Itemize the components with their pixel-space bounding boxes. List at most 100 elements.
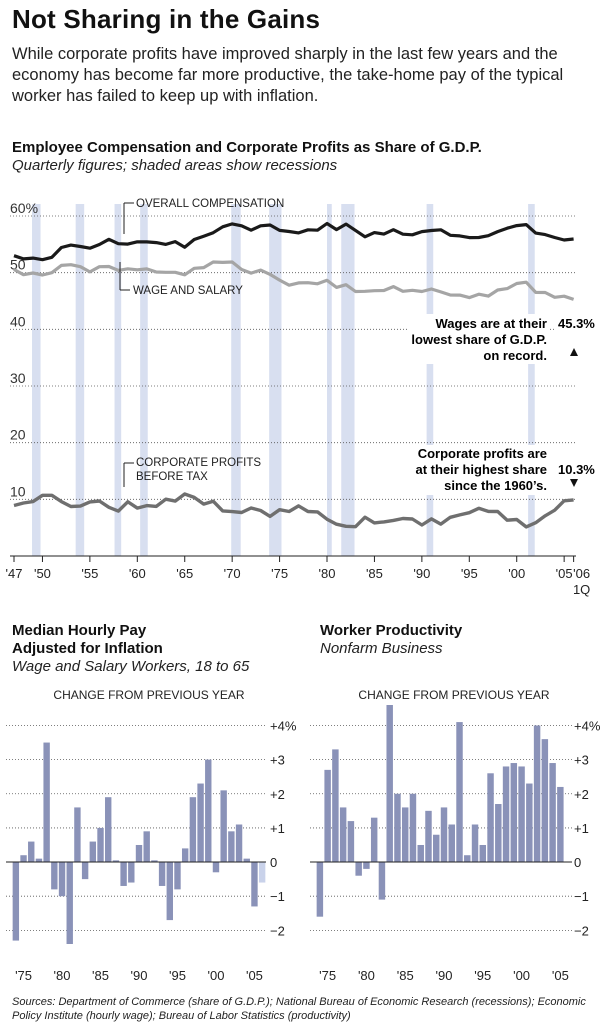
profits-arrow-down-icon bbox=[570, 479, 578, 487]
bar bbox=[174, 862, 181, 890]
bar bbox=[143, 831, 150, 863]
recession-band bbox=[269, 204, 282, 556]
profits-note-line3: since the 1960’s. bbox=[444, 478, 547, 493]
corporate-profits-label-line1: CORPORATE PROFITS bbox=[136, 457, 261, 469]
corporate-profits-label-line2: BEFORE TAX bbox=[136, 471, 208, 483]
x-tick-label: '95 bbox=[474, 968, 491, 983]
bar bbox=[417, 844, 424, 863]
x-tick-label: '00 bbox=[513, 968, 530, 983]
recession-band bbox=[231, 204, 241, 556]
recession-band bbox=[528, 204, 535, 556]
x-tick-label: '05 bbox=[552, 968, 569, 983]
bar bbox=[251, 862, 258, 907]
y-tick-label: 0 bbox=[574, 855, 581, 870]
series-line-wage-and-salary bbox=[13, 260, 575, 301]
x-tick-label: '95 bbox=[461, 566, 478, 581]
bar bbox=[549, 763, 556, 863]
x-tick-label: '90 bbox=[131, 968, 148, 983]
bar bbox=[464, 855, 471, 863]
y-tick-label: 50 bbox=[10, 257, 26, 273]
recession-band bbox=[140, 204, 148, 556]
y-tick-label: −1 bbox=[574, 889, 589, 904]
bar bbox=[386, 705, 393, 863]
bar bbox=[74, 807, 81, 863]
chart-header: CHANGE FROM PREVIOUS YEAR bbox=[53, 688, 244, 702]
bar bbox=[557, 786, 564, 863]
x-tick-label: '85 bbox=[366, 566, 383, 581]
pay-chart-title-line2: Adjusted for Inflation bbox=[12, 640, 163, 657]
x-tick-label: '00 bbox=[207, 968, 224, 983]
wages-note-line1: Wages are at their bbox=[435, 316, 547, 331]
bar bbox=[228, 831, 235, 863]
main-chart-title: Employee Compensation and Corporate Prof… bbox=[12, 139, 482, 156]
y-tick-label: 60% bbox=[10, 200, 38, 216]
bar bbox=[502, 766, 510, 863]
bar bbox=[324, 769, 331, 863]
bar bbox=[112, 860, 120, 863]
bar bbox=[510, 763, 518, 863]
x-tick-label: '85 bbox=[92, 968, 109, 983]
y-tick-label: 40 bbox=[10, 313, 26, 329]
y-tick-label: 10 bbox=[10, 483, 26, 499]
main-chart-subtitle: Quarterly figures; shaded areas show rec… bbox=[12, 157, 338, 174]
bar bbox=[12, 862, 20, 941]
bar bbox=[378, 862, 386, 900]
bar bbox=[487, 773, 494, 863]
y-tick-label: −1 bbox=[270, 889, 285, 904]
profits-note-line1: Corporate profits are bbox=[418, 446, 547, 461]
x-tick-label: '70 bbox=[224, 566, 241, 581]
productivity-chart-subtitle: Nonfarm Business bbox=[320, 640, 443, 657]
page-title: Not Sharing in the Gains bbox=[12, 4, 321, 34]
x-tick-label: '85 bbox=[397, 968, 414, 983]
bar bbox=[394, 793, 401, 863]
bar bbox=[363, 862, 370, 869]
x-tick-label: '95 bbox=[169, 968, 186, 983]
wages-note-line2: lowest share of G.D.P. bbox=[411, 332, 547, 347]
x-tick-label: '80 bbox=[358, 968, 375, 983]
wages-value-background bbox=[554, 316, 604, 332]
productivity-bar-chart: CHANGE FROM PREVIOUS YEAR +4% +3 +2 +1 0 −1 −2 '… bbox=[310, 688, 601, 983]
bar bbox=[235, 824, 243, 863]
bar bbox=[51, 862, 58, 890]
y-tick-label: +3 bbox=[270, 753, 285, 768]
bar bbox=[316, 862, 324, 917]
bar bbox=[495, 804, 502, 863]
bar bbox=[339, 807, 347, 863]
bar bbox=[332, 749, 339, 863]
x-tick-label: '00 bbox=[508, 566, 525, 581]
chart-header: CHANGE FROM PREVIOUS YEAR bbox=[358, 688, 549, 702]
profits-value-label: 10.3% bbox=[558, 462, 595, 477]
bar bbox=[401, 807, 409, 863]
bar bbox=[58, 862, 66, 897]
bar bbox=[533, 725, 541, 863]
y-tick-label: −2 bbox=[270, 923, 285, 938]
x-tick-label: '75 bbox=[15, 968, 32, 983]
series-line-corporate-profits bbox=[13, 492, 574, 529]
bar bbox=[197, 783, 204, 863]
x-tick-label-end: '06 bbox=[573, 566, 590, 581]
x-tick-label: '80 bbox=[319, 566, 336, 581]
recession-band bbox=[75, 204, 85, 556]
bar bbox=[243, 858, 250, 863]
bar bbox=[151, 860, 158, 863]
bar bbox=[81, 862, 89, 880]
bar bbox=[370, 817, 378, 863]
bar bbox=[128, 862, 135, 883]
bar bbox=[97, 827, 104, 863]
x-tick-label: '05 bbox=[556, 566, 573, 581]
wages-note-line3: on record. bbox=[483, 348, 547, 363]
bar bbox=[120, 862, 127, 886]
main-line-chart: 60% 50 40 30 20 10 '47 '50 '55 '60 '65 '70 '75 '80 '8… bbox=[6, 198, 604, 597]
pay-bar-chart: CHANGE FROM PREVIOUS YEAR +4% +3 +2 +1 0 −1 −2 '… bbox=[6, 688, 297, 983]
bar bbox=[440, 807, 448, 863]
bar bbox=[28, 841, 35, 863]
x-tick-label: '75 bbox=[271, 566, 288, 581]
x-tick-sublabel-end: 1Q bbox=[573, 582, 590, 597]
bar bbox=[409, 793, 417, 863]
y-tick-label: +1 bbox=[574, 821, 589, 836]
bar bbox=[479, 844, 487, 863]
x-tick-label: '60 bbox=[129, 566, 146, 581]
intro-text: While corporate profits have improved sh… bbox=[12, 45, 564, 105]
y-tick-label: +1 bbox=[270, 821, 285, 836]
x-tick-label: '50 bbox=[34, 566, 51, 581]
